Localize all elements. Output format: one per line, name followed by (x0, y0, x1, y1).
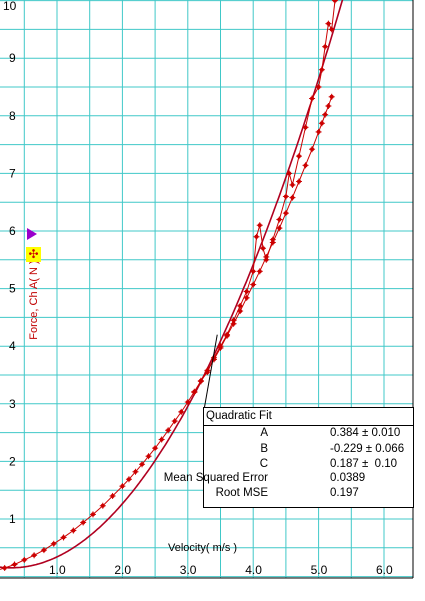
y-tick-label: 4 (9, 339, 16, 353)
fit-row-a: A 0.384 ± 0.010 (204, 427, 413, 442)
y-tick-label: 7 (9, 166, 16, 180)
y-tick-label: 2 (9, 454, 16, 468)
y-tick-label: 6 (9, 224, 16, 238)
fit-title: Quadratic Fit (206, 410, 272, 422)
fit-curve (0, 0, 344, 569)
move-handle-icon[interactable]: ✣ (26, 247, 41, 262)
fit-divider (204, 425, 413, 426)
fit-row-c: C 0.187 ± 0.10 (204, 458, 413, 473)
y-tick-label: 1 (9, 512, 16, 526)
fit-param-label: C (259, 458, 268, 470)
fit-curve-line (0, 0, 344, 569)
y-tick-label: 5 (9, 282, 16, 296)
x-axis-label: Velocity( m/s ) (168, 542, 238, 554)
fit-row-mse: Mean Squared Error 0.0389 (164, 472, 413, 487)
x-tick-label: 2.0 (114, 563, 131, 577)
annotation-leader (203, 334, 218, 411)
data-series (0, 0, 338, 571)
fit-param-value: -0.229 ± 0.066 (330, 443, 405, 455)
annotation-line (203, 334, 218, 411)
series-line (193, 0, 336, 393)
fit-results-box[interactable]: Quadratic Fit A 0.384 ± 0.010 B -0.229 ±… (164, 407, 414, 508)
y-tick-label: 3 (9, 397, 16, 411)
fit-row-rmse: Root MSE 0.197 (204, 487, 413, 502)
fit-stat-label: Mean Squared Error (163, 472, 268, 484)
fit-stat-label: Root MSE (215, 487, 268, 499)
y-tick-label: 10 (3, 0, 17, 13)
fit-stat-value: 0.197 (330, 487, 359, 499)
x-tick-label: 5.0 (311, 563, 328, 577)
y-tick-label: 8 (9, 109, 16, 123)
y-tick-label: 9 (9, 51, 16, 65)
x-tick-label: 3.0 (180, 563, 197, 577)
tick-labels: 1.0 2.0 3.0 4.0 5.0 6.0 1 2 3 4 5 6 7 8 9 10 (3, 0, 393, 577)
fit-param-value: 0.187 ± 0.10 (330, 458, 398, 470)
x-tick-label: 1.0 (49, 563, 66, 577)
fit-param-label: A (260, 427, 268, 439)
play-marker-icon[interactable] (27, 228, 37, 240)
fit-param-value: 0.384 ± 0.010 (330, 427, 401, 439)
x-tick-label: 4.0 (245, 563, 262, 577)
fit-param-label: B (260, 443, 268, 455)
x-tick-label: 6.0 (376, 563, 393, 577)
fit-row-b: B -0.229 ± 0.066 (204, 443, 413, 458)
fit-stat-value: 0.0389 (330, 472, 366, 484)
